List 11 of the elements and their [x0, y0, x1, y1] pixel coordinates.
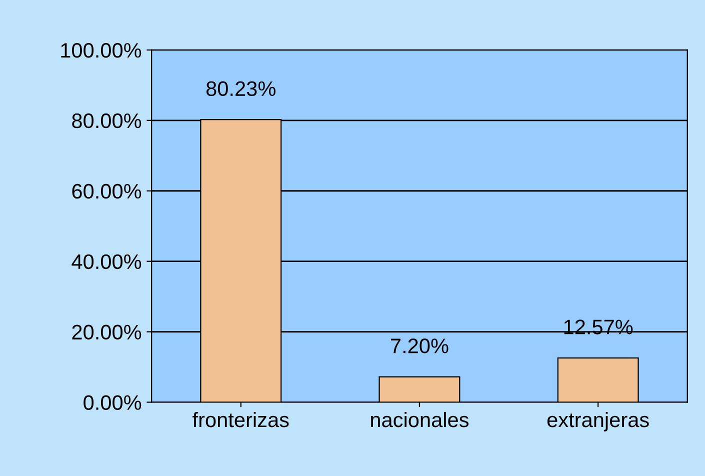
y-tick-label: 0.00% — [84, 395, 142, 410]
y-tick-label: 20.00% — [72, 324, 142, 340]
x-tick-label: extranjeras — [547, 412, 649, 432]
data-label: 80.23% — [206, 81, 276, 96]
x-tick-label: nacionales — [371, 412, 469, 428]
y-tick-label: 100.00% — [61, 42, 142, 58]
y-tick-label: 60.00% — [72, 184, 142, 199]
y-tick-label: 40.00% — [72, 254, 142, 270]
y-tick-label: 80.00% — [72, 113, 142, 128]
data-label: 7.20% — [391, 338, 448, 354]
x-tick-label: fronterizas — [192, 412, 289, 428]
